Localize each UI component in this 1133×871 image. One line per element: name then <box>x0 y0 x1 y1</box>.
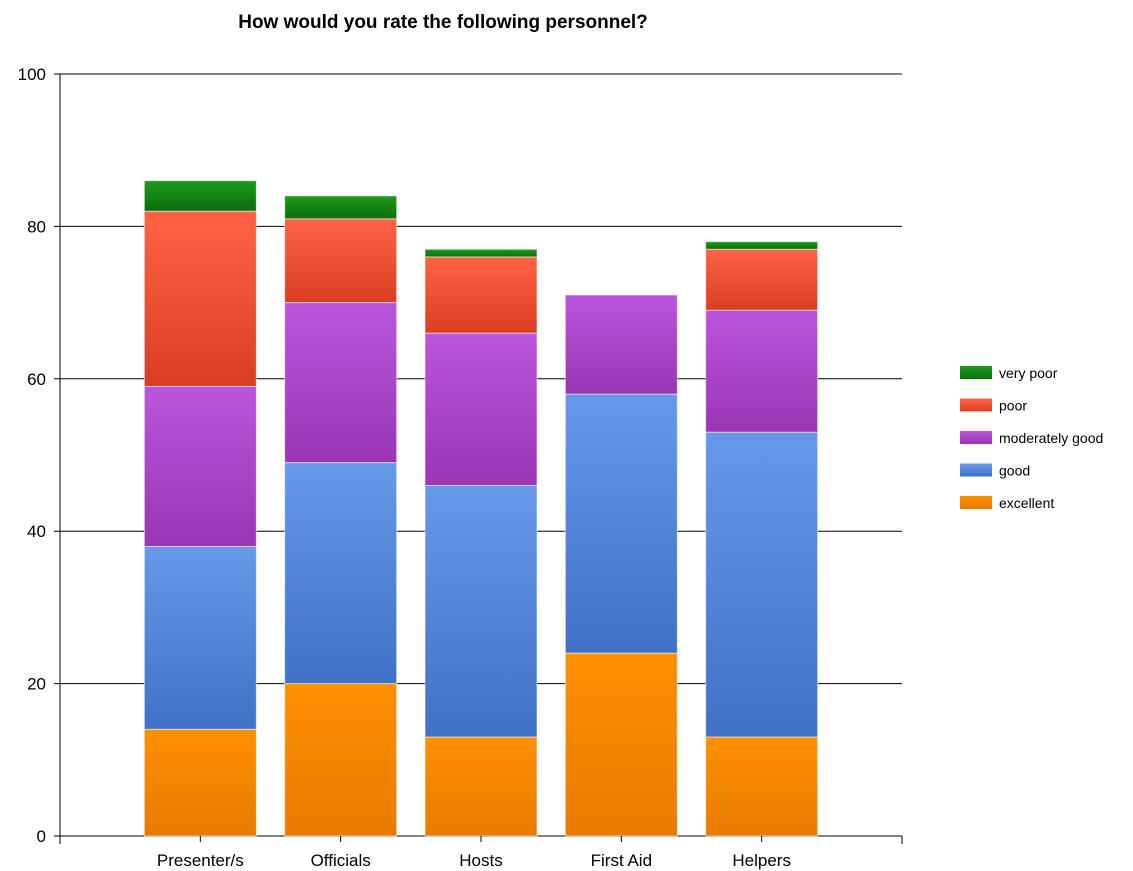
y-tick-label: 100 <box>18 65 46 84</box>
bar-segment-good <box>284 462 398 685</box>
legend-swatch <box>960 366 992 379</box>
bars: Presenter/s Officials Hosts First Aid Helper… <box>143 180 819 870</box>
bar-segment-very-poor <box>705 241 819 250</box>
bar-segment-poor <box>284 218 398 304</box>
x-tick-label: Hosts <box>459 851 502 870</box>
bar-segment-poor <box>424 256 538 334</box>
bar-segment-good <box>143 545 257 730</box>
bar-segment-poor <box>143 210 257 387</box>
x-tick-label: First Aid <box>591 851 652 870</box>
chart-title: How would you rate the following personn… <box>238 12 648 33</box>
legend-label: good <box>999 463 1030 479</box>
bar-segment-good <box>564 393 678 654</box>
y-tick-label: 80 <box>27 217 46 236</box>
bar-segment-excellent <box>564 652 678 837</box>
bar-segment-very-poor <box>143 180 257 212</box>
y-tick-label: 0 <box>37 827 46 846</box>
legend-swatch <box>960 431 992 444</box>
bar-segment-very-poor <box>284 195 398 220</box>
bar-segment-excellent <box>284 683 398 837</box>
legend: very poor poor moderately good good excellen… <box>960 365 1103 511</box>
legend-label: excellent <box>999 495 1054 511</box>
bar-segment-excellent <box>705 736 819 837</box>
bar-segment-good <box>705 431 819 738</box>
legend-label: poor <box>999 398 1027 414</box>
bar-segment-excellent <box>143 728 257 837</box>
y-tick-label: 20 <box>27 675 46 694</box>
bar-segment-very-poor <box>424 248 538 258</box>
bar-segment-moderately-good <box>143 385 257 547</box>
bar-segment-excellent <box>424 736 538 837</box>
x-tick-label: Officials <box>311 851 371 870</box>
x-tick-label: Presenter/s <box>157 851 244 870</box>
legend-swatch <box>960 398 992 412</box>
y-tick-label: 60 <box>27 370 46 389</box>
bar-segment-moderately-good <box>705 309 819 433</box>
bar-segment-moderately-good <box>284 302 398 464</box>
legend-label: moderately good <box>999 430 1103 446</box>
y-tick-label: 40 <box>27 522 46 541</box>
bar-segment-good <box>424 484 538 738</box>
legend-label: very poor <box>999 365 1058 381</box>
x-tick-label: Helpers <box>732 851 791 870</box>
legend-swatch <box>960 463 992 477</box>
bar-segment-moderately-good <box>424 332 538 486</box>
bar-segment-poor <box>705 248 819 311</box>
bar-segment-moderately-good <box>564 294 678 395</box>
legend-swatch <box>960 496 992 509</box>
